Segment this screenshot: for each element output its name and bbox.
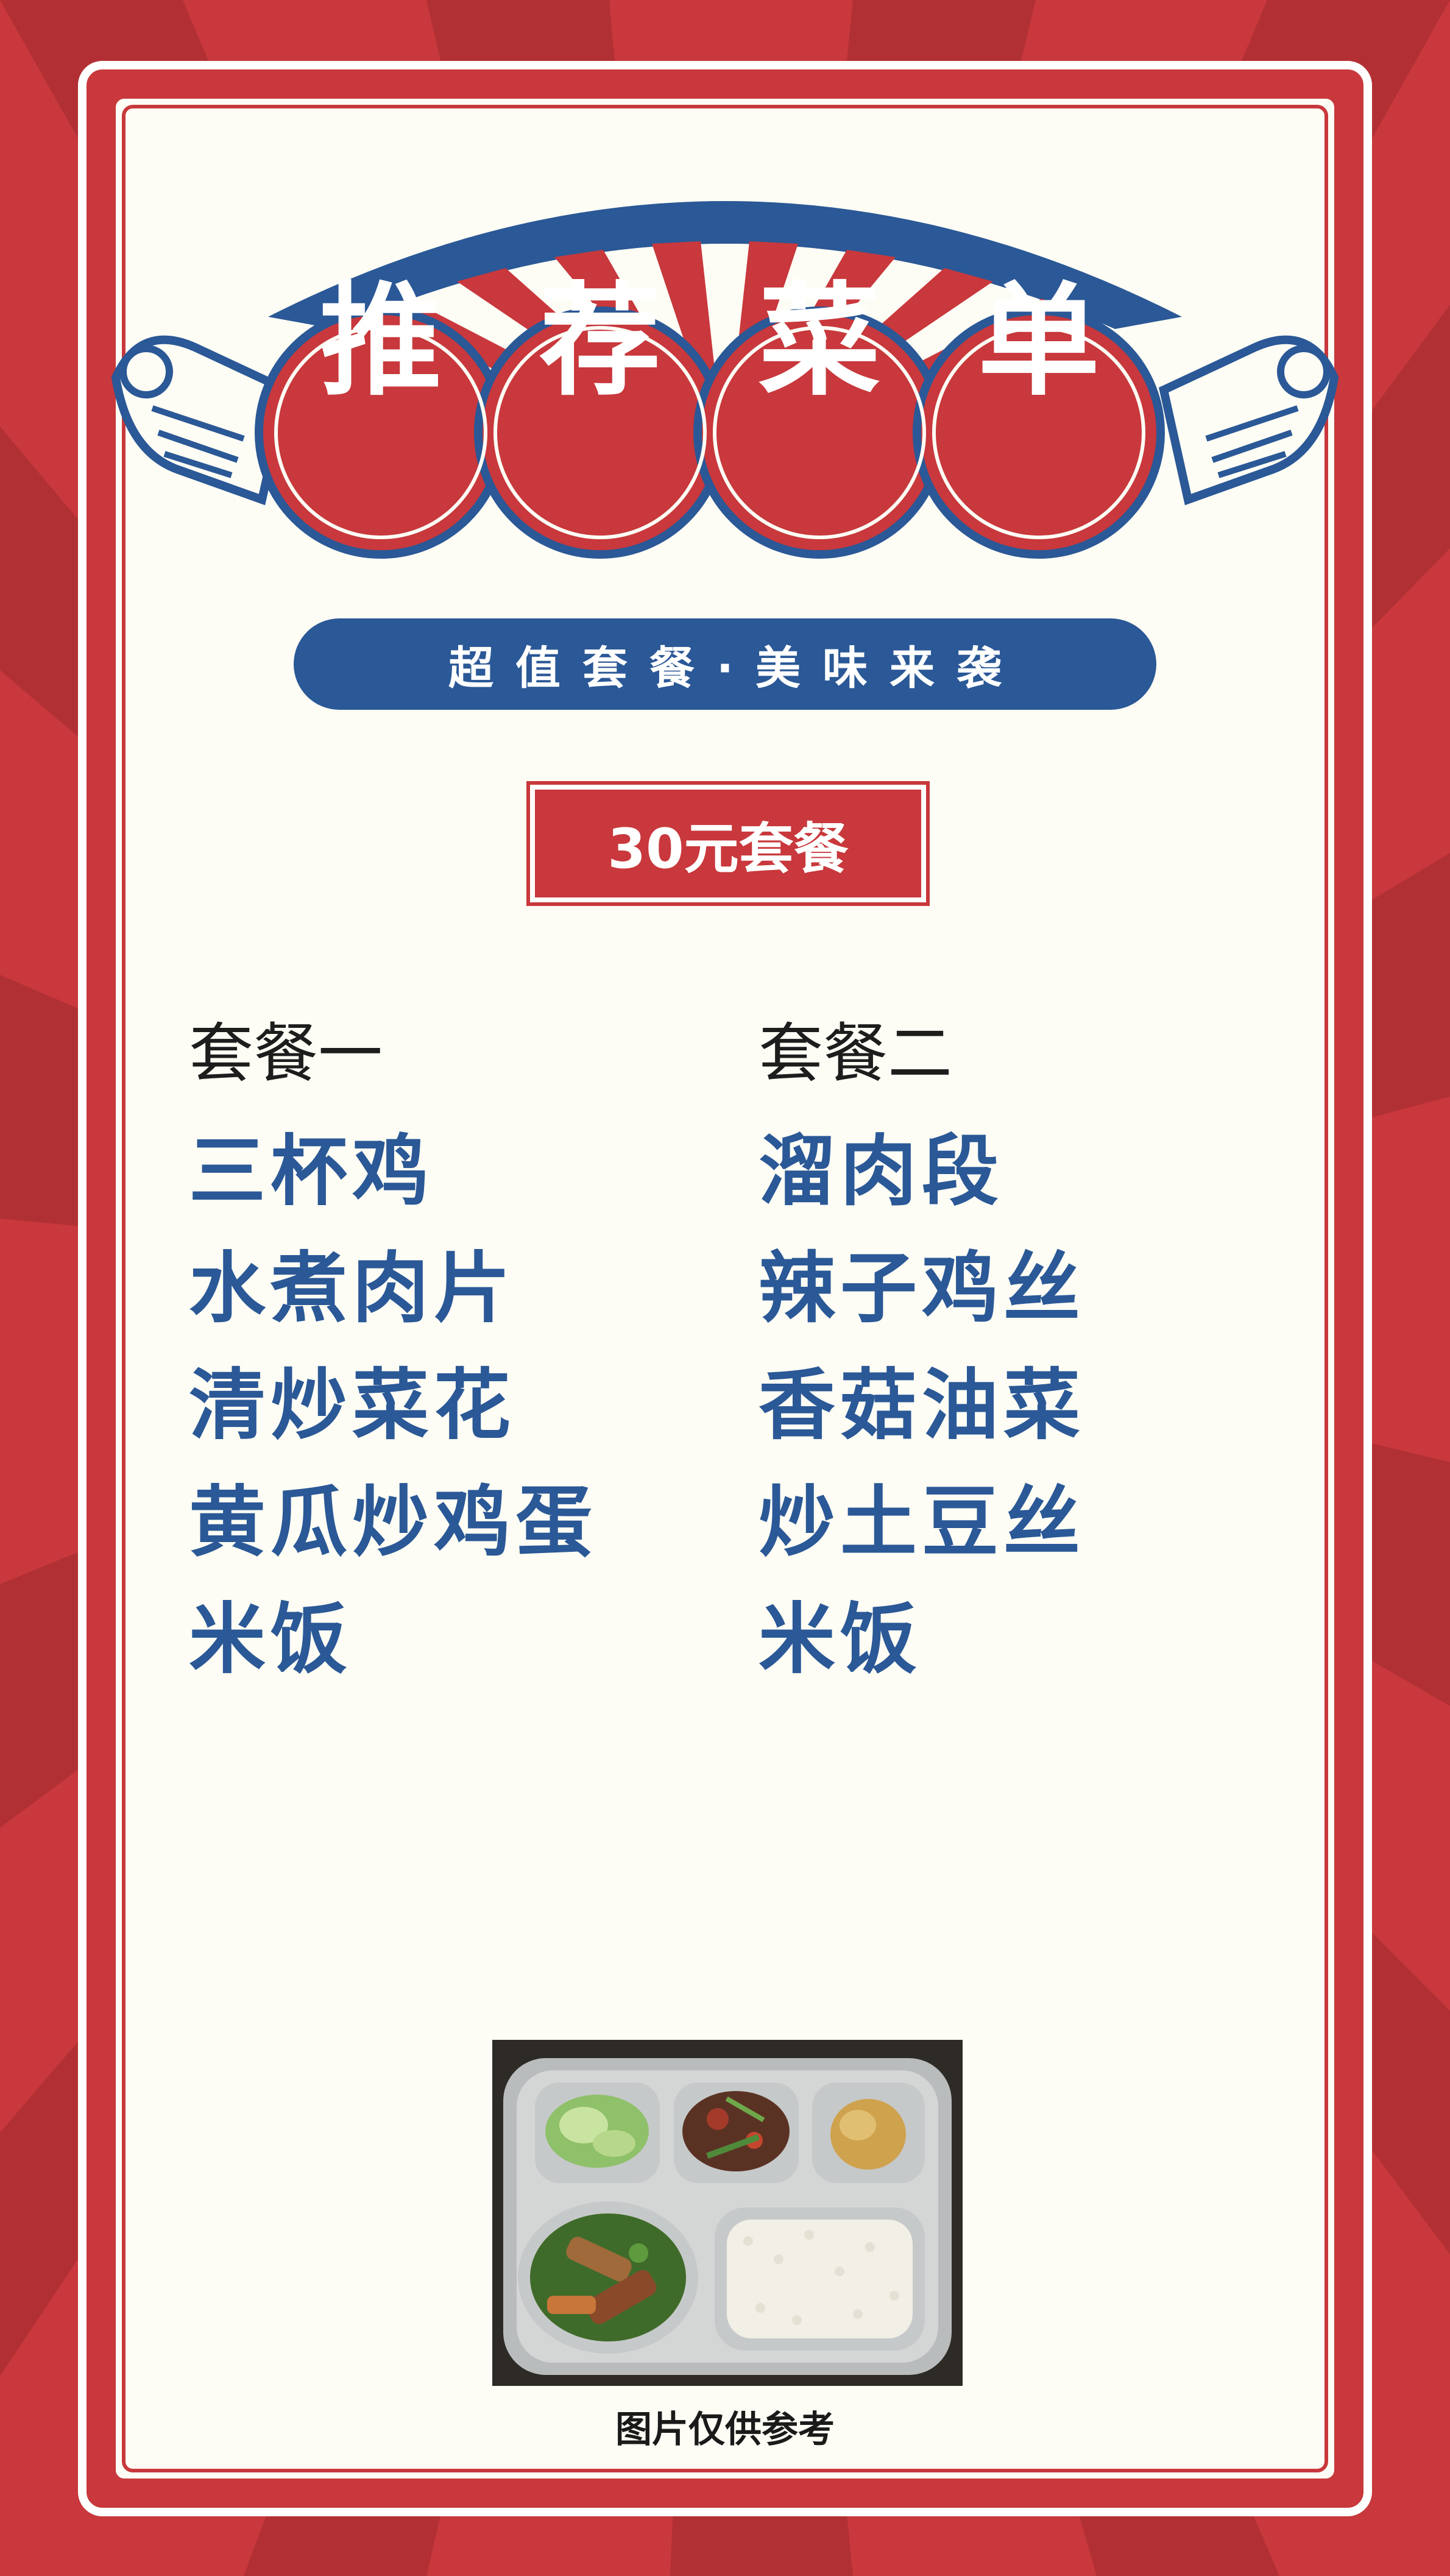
price-badge-text: 30元套餐 (607, 816, 849, 881)
dish-item: 炒土豆丝 (759, 1477, 1085, 1567)
set-one-title: 套餐一 (189, 1016, 383, 1091)
scroll-ribbon-left-icon (111, 335, 292, 506)
title-char-2: 荐 (539, 269, 661, 412)
photo-caption: 图片仅供参考 (615, 2408, 835, 2451)
lunch-tray-icon (492, 2040, 963, 2386)
subtitle-text: 超值套餐·美味来袭 (448, 642, 1024, 695)
sunburst-arch-icon (268, 201, 1182, 329)
price-badge: 30元套餐 (526, 781, 930, 906)
dish-item: 米饭 (189, 1594, 352, 1684)
set-menu-two: 套餐二 溜肉段 辣子鸡丝 香菇油菜 炒土豆丝 米饭 (759, 1008, 1085, 1698)
set-two-title: 套餐二 (759, 1016, 952, 1091)
set-menu-one: 套餐一 三杯鸡 水煮肉片 清炒菜花 黄瓜炒鸡蛋 米饭 (189, 1008, 597, 1698)
dish-item: 香菇油菜 (759, 1361, 1085, 1450)
title-char-1: 推 (319, 269, 442, 412)
dish-item: 米饭 (759, 1594, 922, 1684)
dish-item: 三杯鸡 (189, 1127, 434, 1216)
title-banner-art (111, 201, 1339, 559)
dish-item: 水煮肉片 (189, 1244, 515, 1333)
scroll-ribbon-right-icon (1158, 335, 1339, 506)
dish-item: 清炒菜花 (189, 1361, 515, 1450)
inner-border (122, 105, 1328, 2472)
subtitle-banner: 超值套餐·美味来袭 (294, 618, 1156, 710)
dish-item: 溜肉段 (759, 1127, 1003, 1216)
title-char-3: 菜 (758, 269, 880, 412)
set-one-dish-list: 三杯鸡 水煮肉片 清炒菜花 黄瓜炒鸡蛋 米饭 (189, 1113, 597, 1698)
dish-item: 辣子鸡丝 (759, 1244, 1085, 1333)
set-two-dish-list: 溜肉段 辣子鸡丝 香菇油菜 炒土豆丝 米饭 (759, 1113, 1085, 1698)
lunch-tray-photo (492, 2040, 963, 2386)
dish-item: 黄瓜炒鸡蛋 (189, 1477, 597, 1567)
title-char-4: 单 (977, 269, 1100, 412)
